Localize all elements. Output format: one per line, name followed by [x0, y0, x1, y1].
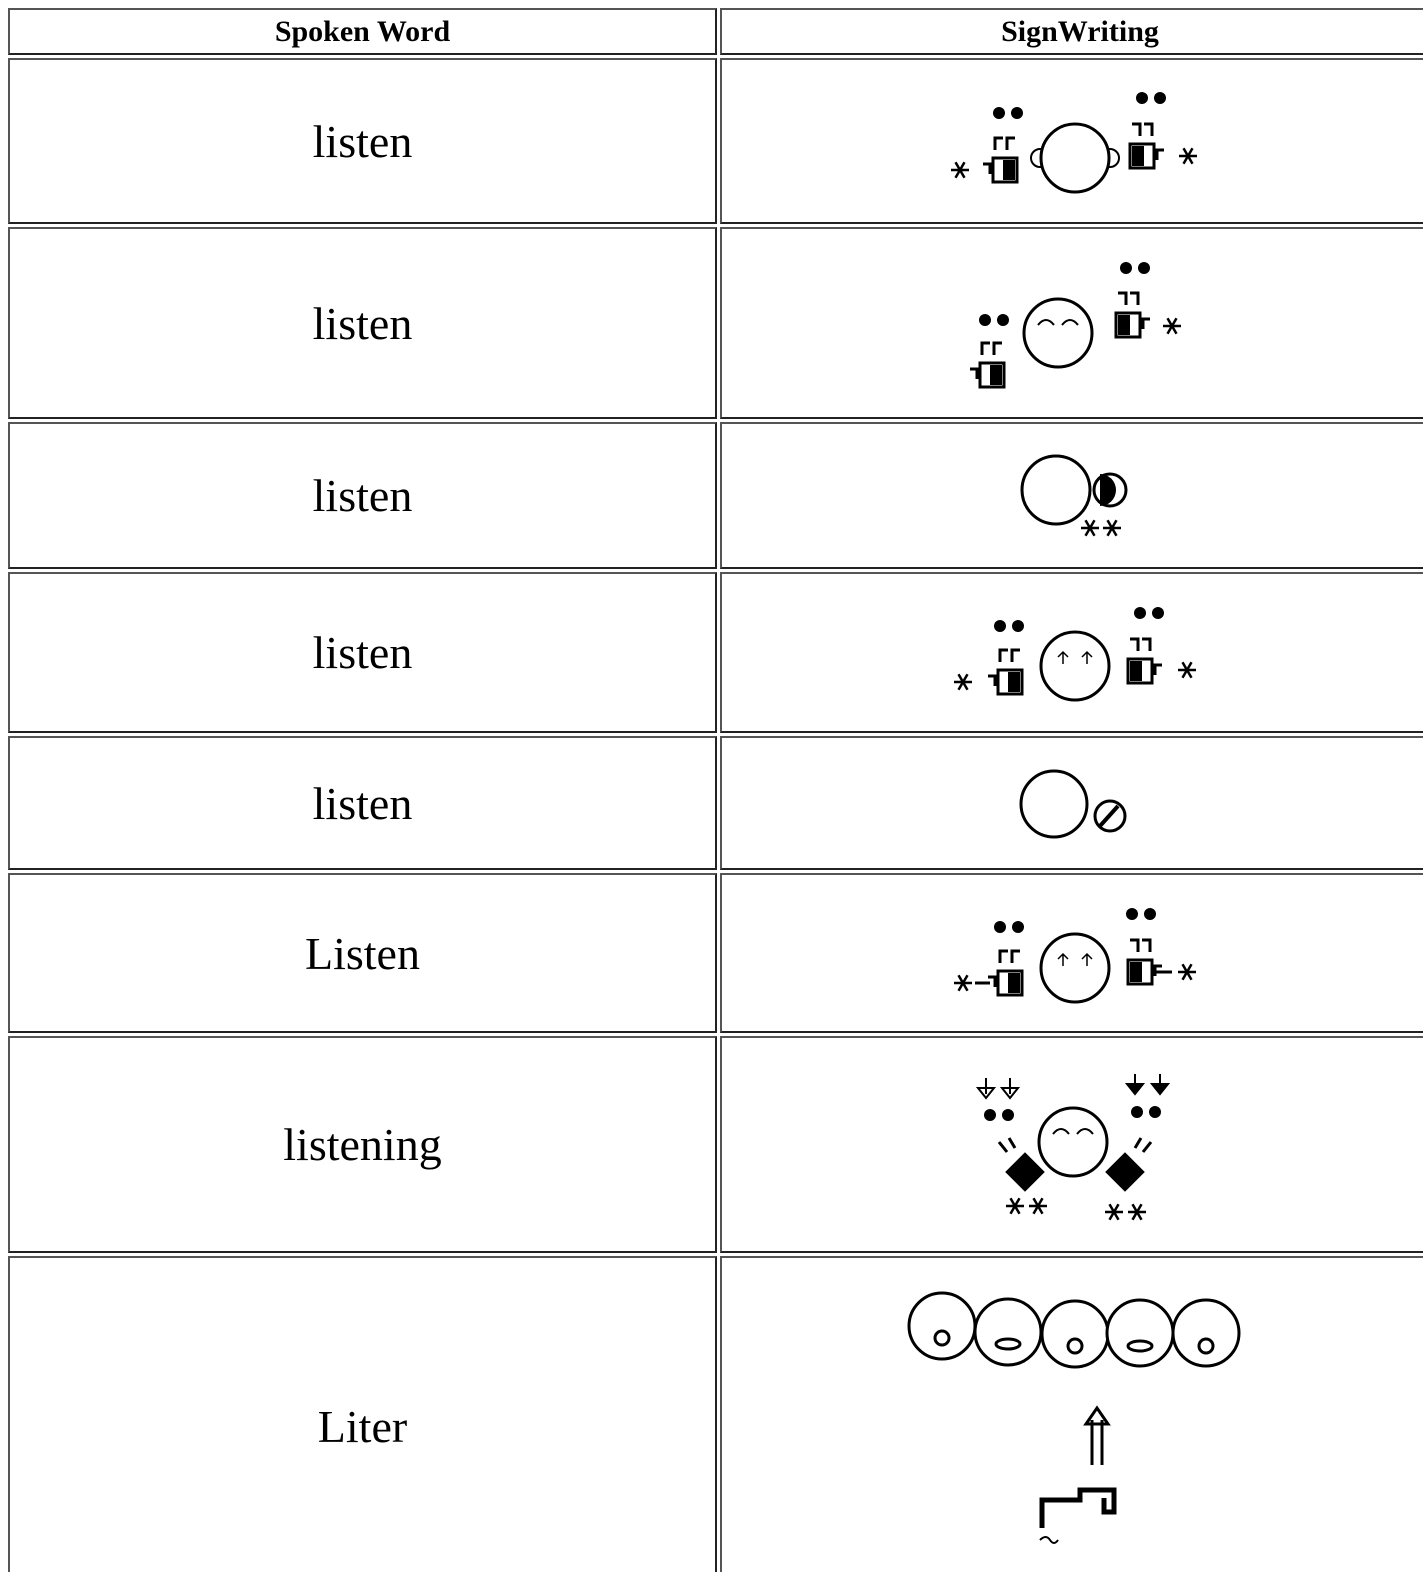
word-cell: listen [8, 422, 717, 569]
word-cell-text: listening [283, 1119, 442, 1170]
sign-cell [720, 873, 1423, 1033]
header-cell: SignWriting [720, 8, 1423, 55]
sign-cell [720, 736, 1423, 870]
sign-cell [720, 58, 1423, 224]
word-cell: listen [8, 227, 717, 419]
sign-cell [720, 227, 1423, 419]
word-cell: Listen [8, 873, 717, 1033]
header-cell-text: SignWriting [1001, 14, 1159, 48]
word-cell: listen [8, 572, 717, 733]
sign-cell [720, 422, 1423, 569]
word-cell-text: listen [312, 297, 413, 349]
sign-cell [720, 1036, 1423, 1253]
header-cell: Spoken Word [8, 8, 717, 55]
word-cell: Liter [8, 1256, 717, 1572]
word-cell: listening [8, 1036, 717, 1253]
word-cell-text: Listen [305, 927, 420, 979]
word-cell-text: Liter [317, 1400, 408, 1452]
header-cell-text: Spoken Word [274, 14, 451, 48]
word-cell-text: listen [312, 470, 413, 521]
word-cell: listen [8, 736, 717, 870]
word-cell-text: listen [312, 777, 413, 829]
sign-cell [720, 572, 1423, 733]
sign-cell [720, 1256, 1423, 1572]
word-cell: listen [8, 58, 717, 224]
word-cell-text: listen [312, 627, 413, 678]
word-cell-text: listen [312, 115, 413, 167]
